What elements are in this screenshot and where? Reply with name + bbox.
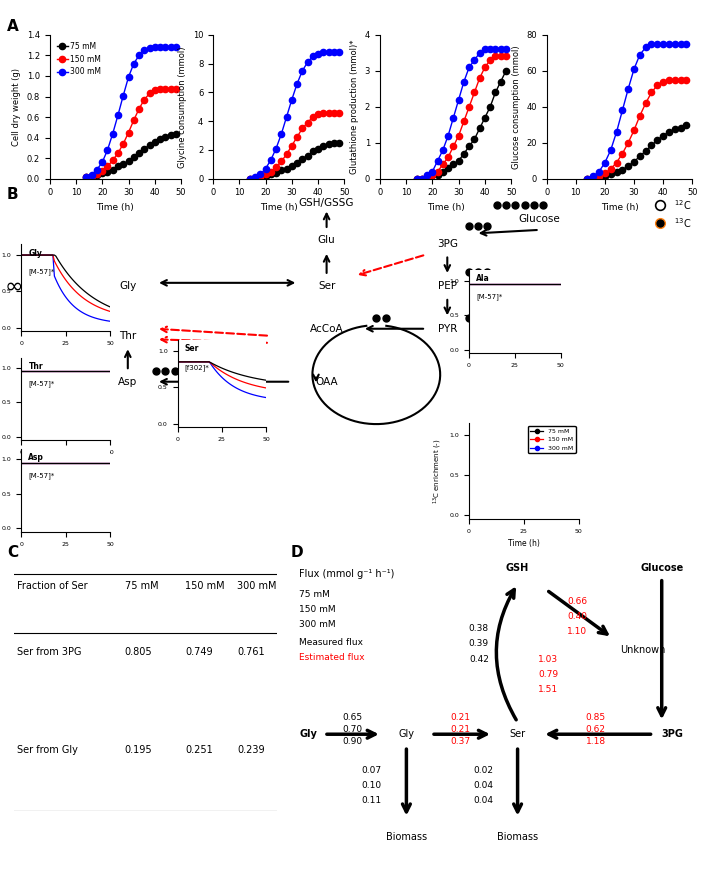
Text: C: C [7, 545, 18, 560]
Text: Ser: Ser [318, 282, 335, 291]
Text: Glu: Glu [318, 235, 336, 245]
Text: Ser: Ser [185, 344, 199, 353]
Text: 0.65: 0.65 [343, 713, 363, 722]
X-axis label: Time (h): Time (h) [427, 203, 464, 212]
Text: Gly: Gly [300, 729, 317, 739]
Text: Gly: Gly [28, 249, 43, 257]
Text: $^{12}$C: $^{12}$C [674, 198, 692, 212]
Text: Thr: Thr [28, 362, 43, 371]
Text: Gly: Gly [398, 729, 415, 739]
Text: Ala: Ala [476, 275, 490, 283]
Text: 150 mM: 150 mM [185, 582, 224, 591]
Text: 1.51: 1.51 [538, 685, 558, 693]
Text: Measured flux: Measured flux [300, 638, 364, 647]
Text: Glucose: Glucose [640, 562, 683, 573]
Text: Fraction of Ser: Fraction of Ser [17, 582, 87, 591]
FancyArrowPatch shape [496, 589, 516, 719]
Text: 300 mM: 300 mM [238, 582, 277, 591]
Text: D: D [291, 545, 304, 560]
Text: 0.749: 0.749 [185, 647, 212, 657]
Text: 0.195: 0.195 [124, 745, 152, 755]
Text: 1.03: 1.03 [538, 655, 558, 664]
Text: Glucose: Glucose [519, 215, 560, 224]
Text: Gly: Gly [26, 282, 45, 291]
Text: 0.07: 0.07 [361, 766, 382, 775]
Text: PEP: PEP [438, 282, 457, 291]
X-axis label: Time (h): Time (h) [260, 203, 297, 212]
Text: Unknown: Unknown [621, 645, 666, 655]
Text: GSH/GSSG: GSH/GSSG [299, 198, 354, 208]
Text: [M-57]*: [M-57]* [476, 294, 502, 300]
Text: 0.805: 0.805 [124, 647, 152, 657]
Text: 0.37: 0.37 [450, 737, 470, 746]
Text: AcCoA: AcCoA [310, 324, 344, 334]
Text: Gly: Gly [119, 282, 136, 291]
Text: Ser from 3PG: Ser from 3PG [17, 647, 82, 657]
Text: Biomass: Biomass [497, 832, 538, 841]
Text: 0.21: 0.21 [450, 713, 470, 722]
Y-axis label: $^{13}$C enrichment (-): $^{13}$C enrichment (-) [431, 438, 444, 504]
Text: 0.85: 0.85 [586, 713, 606, 722]
Text: PYR: PYR [437, 324, 457, 334]
Text: 75 mM: 75 mM [124, 582, 158, 591]
Text: 1.10: 1.10 [567, 628, 587, 637]
Text: 0.70: 0.70 [343, 726, 363, 734]
Text: 0.66: 0.66 [567, 597, 587, 606]
Text: Asp: Asp [28, 453, 44, 462]
Text: 150 mM: 150 mM [300, 605, 336, 614]
Text: Ser: Ser [510, 729, 525, 739]
Text: 0.62: 0.62 [586, 726, 606, 734]
Text: Thr: Thr [119, 330, 136, 341]
Text: 0.90: 0.90 [343, 737, 363, 746]
Text: Flux (mmol g⁻¹ h⁻¹): Flux (mmol g⁻¹ h⁻¹) [300, 569, 395, 579]
Text: Ser from Gly: Ser from Gly [17, 745, 77, 755]
Text: B: B [7, 187, 18, 202]
Text: 300 mM: 300 mM [300, 620, 336, 629]
Text: 0.761: 0.761 [238, 647, 265, 657]
Text: 1.18: 1.18 [586, 737, 606, 746]
Text: Ala: Ala [531, 324, 548, 334]
Text: 0.04: 0.04 [473, 796, 493, 805]
Text: 3PG: 3PG [662, 729, 684, 739]
Text: GSH: GSH [506, 562, 529, 573]
Text: Estimated flux: Estimated flux [300, 653, 365, 662]
Y-axis label: Glutathione production (mmol)*: Glutathione production (mmol)* [350, 39, 359, 174]
X-axis label: Time (h): Time (h) [601, 203, 638, 212]
Text: [M-57]*: [M-57]* [28, 473, 55, 479]
Y-axis label: Glucose consumption (mmol): Glucose consumption (mmol) [512, 45, 521, 168]
Text: $^{13}$C: $^{13}$C [674, 216, 692, 229]
Text: ∞: ∞ [5, 276, 23, 296]
Text: 0.239: 0.239 [238, 745, 265, 755]
Legend: 75 mM, 150 mM, 300 mM: 75 mM, 150 mM, 300 mM [53, 38, 104, 79]
Text: 0.21: 0.21 [450, 726, 470, 734]
Y-axis label: Glycine consumption (mmol): Glycine consumption (mmol) [178, 46, 187, 167]
Y-axis label: Cell dry weight (g): Cell dry weight (g) [12, 68, 21, 146]
Text: [f302]*: [f302]* [185, 364, 209, 371]
Text: 0.10: 0.10 [361, 780, 382, 790]
X-axis label: Time (h): Time (h) [97, 203, 134, 212]
Text: 0.40: 0.40 [567, 612, 587, 622]
Text: 75 mM: 75 mM [300, 589, 330, 599]
Text: Asp: Asp [118, 377, 138, 386]
Text: OAA: OAA [315, 377, 338, 386]
Text: [M-57]*: [M-57]* [28, 381, 55, 387]
Text: A: A [7, 19, 19, 34]
Text: [M-57]*: [M-57]* [28, 269, 55, 276]
Text: 0.04: 0.04 [473, 780, 493, 790]
Text: Biomass: Biomass [386, 832, 427, 841]
Legend: 75 mM, 150 mM, 300 mM: 75 mM, 150 mM, 300 mM [528, 426, 576, 453]
Text: 3PG: 3PG [437, 239, 458, 249]
Text: 0.39: 0.39 [469, 639, 488, 649]
X-axis label: Time (h): Time (h) [508, 539, 540, 548]
Text: 0.11: 0.11 [361, 796, 382, 805]
Text: 0.38: 0.38 [469, 624, 488, 633]
Text: 0.02: 0.02 [473, 766, 493, 775]
Text: 0.79: 0.79 [538, 670, 558, 678]
Text: 0.251: 0.251 [185, 745, 213, 755]
Text: 0.42: 0.42 [469, 655, 488, 664]
